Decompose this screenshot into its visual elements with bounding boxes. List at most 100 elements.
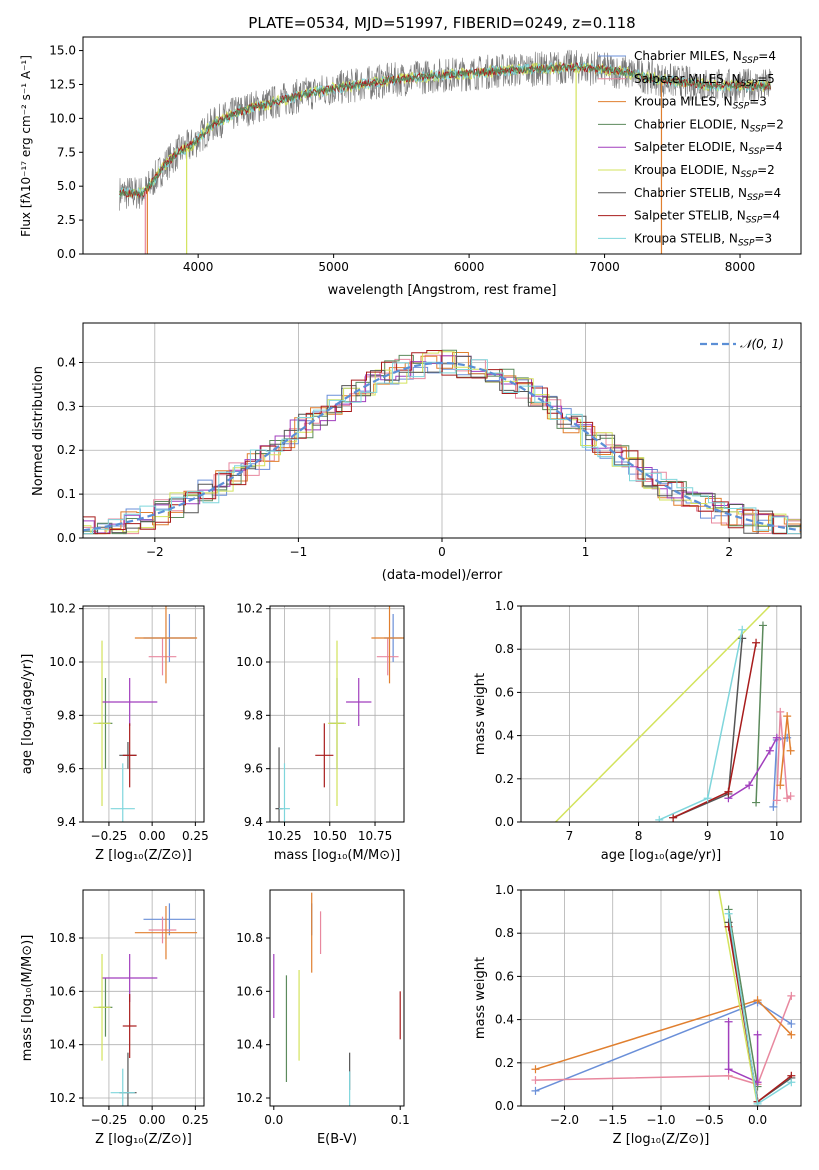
y-tick-label: 10.2	[49, 602, 76, 616]
errorbar-kroupa-miles	[371, 606, 404, 684]
y-tick-label: 15.0	[49, 44, 76, 58]
errorbar-salpeter-miles	[148, 916, 177, 944]
line-kroupa-miles	[531, 996, 796, 1074]
y-tick-label: 10.0	[236, 655, 263, 669]
x-tick-label: −0.25	[91, 829, 128, 843]
y-tick-label: 1.0	[495, 599, 514, 613]
x-tick-label: 2	[725, 545, 733, 559]
point-marker	[753, 1099, 762, 1106]
point-marker	[724, 787, 733, 796]
x-axis-label: mass [log₁₀(M/M⊙)]	[274, 848, 401, 863]
x-tick-label: 0.1	[391, 1113, 410, 1127]
point-marker	[772, 796, 781, 805]
line-kroupa-miles	[776, 712, 795, 790]
residuals-ylabel: Normed distribution	[31, 366, 46, 496]
point-marker	[758, 621, 767, 630]
x-tick-label: 5000	[318, 260, 349, 274]
errorbar-salpeter-stelib	[122, 994, 137, 1058]
legend-label: Salpeter STELIB, NSSP=4	[634, 209, 780, 226]
spectrum-lines	[119, 49, 772, 254]
spectrum-legend: Chabrier MILES, NSSP=4 Salpeter MILES, NS…	[598, 49, 784, 248]
spectrum-yticks: 0.0 2.5 5.0 7.5 10.0 12.5 15.0	[49, 44, 83, 261]
point-marker	[752, 798, 761, 807]
spectrum-panel: 4000 5000 6000 7000 8000 0.0 2.5 5.0 7.5 10.0 12.…	[19, 36, 802, 298]
y-tick-label: 0.0	[57, 247, 76, 261]
point-marker	[531, 1076, 540, 1085]
residuals-xlabel: (data-model)/error	[382, 568, 503, 583]
point-marker	[724, 909, 733, 918]
y-tick-label: 10.8	[49, 931, 76, 945]
axes-frame	[82, 889, 205, 1107]
y-tick-label: 10.4	[236, 1038, 263, 1052]
point-marker	[787, 991, 796, 1000]
x-tick-label: 7	[566, 829, 574, 843]
point-marker	[531, 1086, 540, 1095]
y-axis-label: mass weight	[473, 673, 488, 755]
x-tick-label: −0.25	[91, 1113, 128, 1127]
x-tick-label: 10.25	[267, 829, 301, 843]
x-tick-label: 9	[704, 829, 712, 843]
y-tick-label: 0.4	[495, 1013, 514, 1027]
model-chabrier-elodie	[119, 62, 772, 197]
y-tick-label: 2.5	[57, 213, 76, 227]
point-marker	[783, 712, 792, 721]
y-tick-label: 0.0	[495, 815, 514, 829]
legend-label: Chabrier MILES, NSSP=4	[634, 49, 776, 66]
point-marker	[724, 1017, 733, 1026]
point-marker	[786, 792, 795, 801]
errorbar-salpeter-elodie	[102, 678, 158, 726]
y-tick-label: 0.4	[495, 729, 514, 743]
line-salpeter-stelib	[669, 638, 761, 822]
axes-frame	[520, 605, 802, 823]
line-kroupa-elodie	[555, 606, 771, 822]
errorbar-salpeter-stelib	[315, 723, 334, 788]
point-marker	[655, 815, 664, 822]
residuals-yticks: 0.0 0.1 0.2 0.3 0.4	[57, 355, 83, 545]
plot-area	[531, 890, 796, 1106]
x-axis-label: E(B-V)	[317, 1132, 357, 1147]
y-tick-label: 10.2	[49, 1091, 76, 1105]
x-tick-label: 0.25	[182, 829, 209, 843]
point-marker	[752, 638, 761, 647]
spectrum-xticks: 4000 5000 6000 7000 8000	[183, 254, 755, 274]
errorbar-salpeter-miles	[376, 638, 399, 676]
figure-title: PLATE=0534, MJD=51997, FIBERID=0249, z=0…	[248, 14, 635, 32]
point-marker	[738, 625, 747, 634]
x-tick-label: 0.0	[264, 1113, 283, 1127]
x-tick-label: 0.00	[139, 1113, 166, 1127]
point-marker	[783, 794, 792, 803]
axes-frame	[269, 889, 405, 1107]
x-tick-label: 1	[582, 545, 590, 559]
x-tick-label: 10	[769, 829, 784, 843]
y-tick-label: 10.0	[49, 655, 76, 669]
y-tick-label: 10.6	[49, 984, 76, 998]
residuals-panel: −2 −1 0 1 2 0.0 0.1 0.2 0.3 0.4 (data-model)/err…	[31, 322, 802, 583]
x-tick-label: 8000	[725, 260, 756, 274]
errorbar-salpeter-miles	[148, 638, 177, 676]
line-chabrier-miles	[531, 998, 796, 1095]
point-marker	[769, 802, 778, 811]
y-tick-label: 9.8	[244, 708, 263, 722]
point-marker	[787, 1019, 796, 1028]
x-tick-label: 8	[635, 829, 643, 843]
plot-area	[273, 892, 401, 1106]
y-tick-label: 0.2	[57, 443, 76, 457]
x-tick-label: 6000	[454, 260, 485, 274]
errorbar-kroupa-elodie	[327, 640, 347, 806]
y-tick-label: 10.2	[236, 1091, 263, 1105]
y-tick-label: 10.4	[49, 1038, 76, 1052]
x-tick-label: 7000	[589, 260, 620, 274]
plot-area	[275, 606, 404, 822]
y-tick-label: 7.5	[57, 145, 76, 159]
x-tick-label: 0.25	[182, 1113, 209, 1127]
y-tick-label: 0.0	[57, 531, 76, 545]
y-tick-label: 0.8	[495, 642, 514, 656]
y-tick-label: 10.0	[49, 111, 76, 125]
x-tick-label: −0.5	[695, 1113, 724, 1127]
residuals-xticks: −2 −1 0 1 2	[146, 538, 733, 559]
histogram-salpeter-miles	[83, 354, 801, 535]
legend-label: Chabrier STELIB, NSSP=4	[634, 186, 781, 203]
line-chabrier-elodie	[724, 905, 762, 1091]
y-tick-label: 0.0	[495, 1099, 514, 1113]
